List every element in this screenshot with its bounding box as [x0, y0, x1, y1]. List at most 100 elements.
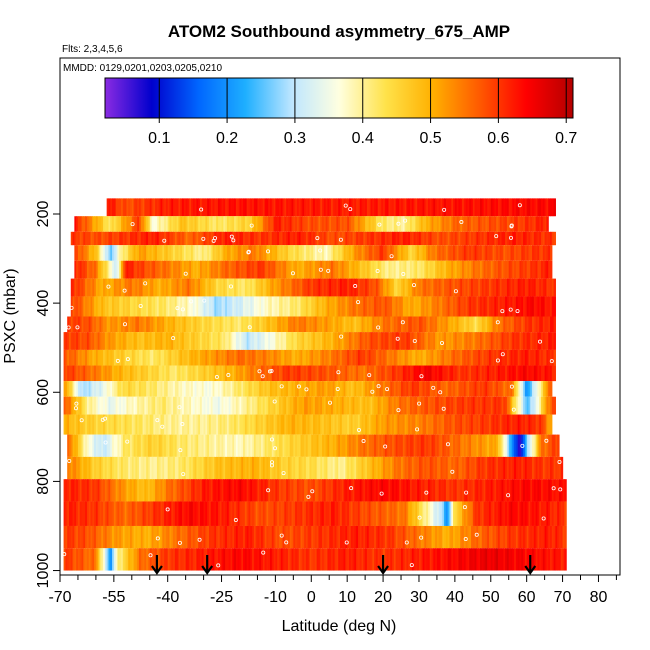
heatmap-cell — [399, 349, 402, 366]
heatmap-cell — [182, 365, 185, 382]
heatmap-cell — [149, 365, 153, 382]
heatmap-cell — [510, 381, 513, 397]
heatmap-cell — [530, 198, 533, 217]
heatmap-cell — [79, 381, 83, 397]
heatmap-cell — [469, 396, 472, 415]
heatmap-cell — [234, 260, 237, 279]
heatmap-cell — [366, 216, 370, 232]
heatmap-cell — [537, 414, 540, 435]
heatmap-cell — [517, 332, 521, 350]
heatmap-cell — [485, 381, 488, 397]
heatmap-cell — [331, 216, 334, 232]
heatmap-cell — [217, 434, 221, 457]
heatmap-cell — [379, 316, 382, 333]
heatmap-cell — [309, 316, 312, 333]
heatmap-cell — [309, 245, 312, 261]
heatmap-cell — [356, 349, 359, 366]
heatmap-cell — [354, 245, 357, 261]
heatmap-cell — [264, 260, 268, 279]
heatmap-cell — [234, 414, 237, 435]
heatmap-cell — [483, 349, 486, 366]
heatmap-cell — [131, 396, 135, 415]
heatmap-cell — [81, 365, 84, 382]
heatmap-cell — [476, 396, 479, 415]
heatmap-cell — [433, 316, 436, 333]
heatmap-cell — [284, 245, 287, 261]
heatmap-cell — [149, 278, 153, 297]
heatmap-cell — [494, 349, 497, 366]
heatmap-cell — [124, 434, 128, 457]
heatmap-cell — [210, 501, 214, 526]
heatmap-cell — [524, 349, 528, 366]
heatmap-cell — [147, 414, 151, 435]
heatmap-cell — [237, 525, 241, 549]
heatmap-layer — [63, 479, 567, 502]
heatmap-cell — [210, 396, 214, 415]
heatmap-cell — [465, 396, 469, 415]
heatmap-cell — [348, 501, 352, 526]
heatmap-cell — [535, 278, 539, 297]
heatmap-cell — [379, 349, 382, 366]
heatmap-cell — [142, 525, 145, 549]
heatmap-cell — [90, 278, 93, 297]
heatmap-cell — [270, 198, 273, 217]
heatmap-cell — [476, 245, 479, 261]
heatmap-cell — [449, 278, 452, 297]
heatmap-cell — [187, 231, 190, 246]
heatmap-cell — [338, 501, 341, 526]
heatmap-cell — [223, 434, 226, 457]
heatmap-cell — [268, 381, 271, 397]
heatmap-cell — [273, 349, 276, 366]
heatmap-cell — [117, 198, 120, 217]
heatmap-cell — [345, 456, 348, 480]
heatmap-cell — [427, 434, 431, 457]
heatmap-cell — [289, 501, 293, 526]
heatmap-cell — [131, 216, 135, 232]
heatmap-cell — [510, 296, 513, 317]
heatmap-cell — [226, 349, 230, 366]
heatmap-cell — [191, 456, 194, 480]
heatmap-cell — [74, 414, 77, 435]
heatmap-cell — [510, 501, 513, 526]
heatmap-cell — [352, 216, 355, 232]
heatmap-cell — [235, 316, 239, 333]
heatmap-cell — [250, 278, 253, 297]
heatmap-cell — [465, 456, 469, 480]
heatmap-cell — [478, 456, 481, 480]
heatmap-cell — [445, 501, 449, 526]
heatmap-cell — [173, 278, 176, 297]
heatmap-cell — [411, 365, 415, 382]
heatmap-cell — [187, 332, 190, 350]
heatmap-cell — [182, 231, 185, 246]
heatmap-cell — [94, 316, 97, 333]
heatmap-cell — [532, 396, 535, 415]
heatmap-cell — [164, 381, 167, 397]
heatmap-cell — [119, 525, 122, 549]
heatmap-cell — [515, 198, 519, 217]
heatmap-cell — [191, 381, 194, 397]
heatmap-cell — [286, 456, 289, 480]
heatmap-cell — [264, 245, 268, 261]
heatmap-cell — [485, 198, 488, 217]
heatmap-cell — [383, 456, 386, 480]
heatmap-cell — [65, 381, 68, 397]
heatmap-cell — [151, 414, 154, 435]
heatmap-cell — [372, 381, 375, 397]
heatmap-cell — [130, 316, 133, 333]
heatmap-cell — [442, 245, 445, 261]
heatmap-cell — [101, 456, 104, 480]
heatmap-cell — [243, 245, 246, 261]
heatmap-cell — [76, 381, 79, 397]
heatmap-cell — [216, 365, 219, 382]
heatmap-cell — [334, 316, 338, 333]
heatmap-cell — [155, 245, 158, 261]
heatmap-cell — [499, 349, 503, 366]
heatmap-cell — [429, 260, 433, 279]
heatmap-cell — [160, 296, 163, 317]
heatmap-cell — [490, 216, 494, 232]
heatmap-cell — [110, 479, 113, 502]
heatmap-cell — [180, 396, 183, 415]
heatmap-cell — [524, 245, 528, 261]
heatmap-cell — [165, 260, 169, 279]
heatmap-cell — [241, 260, 244, 279]
